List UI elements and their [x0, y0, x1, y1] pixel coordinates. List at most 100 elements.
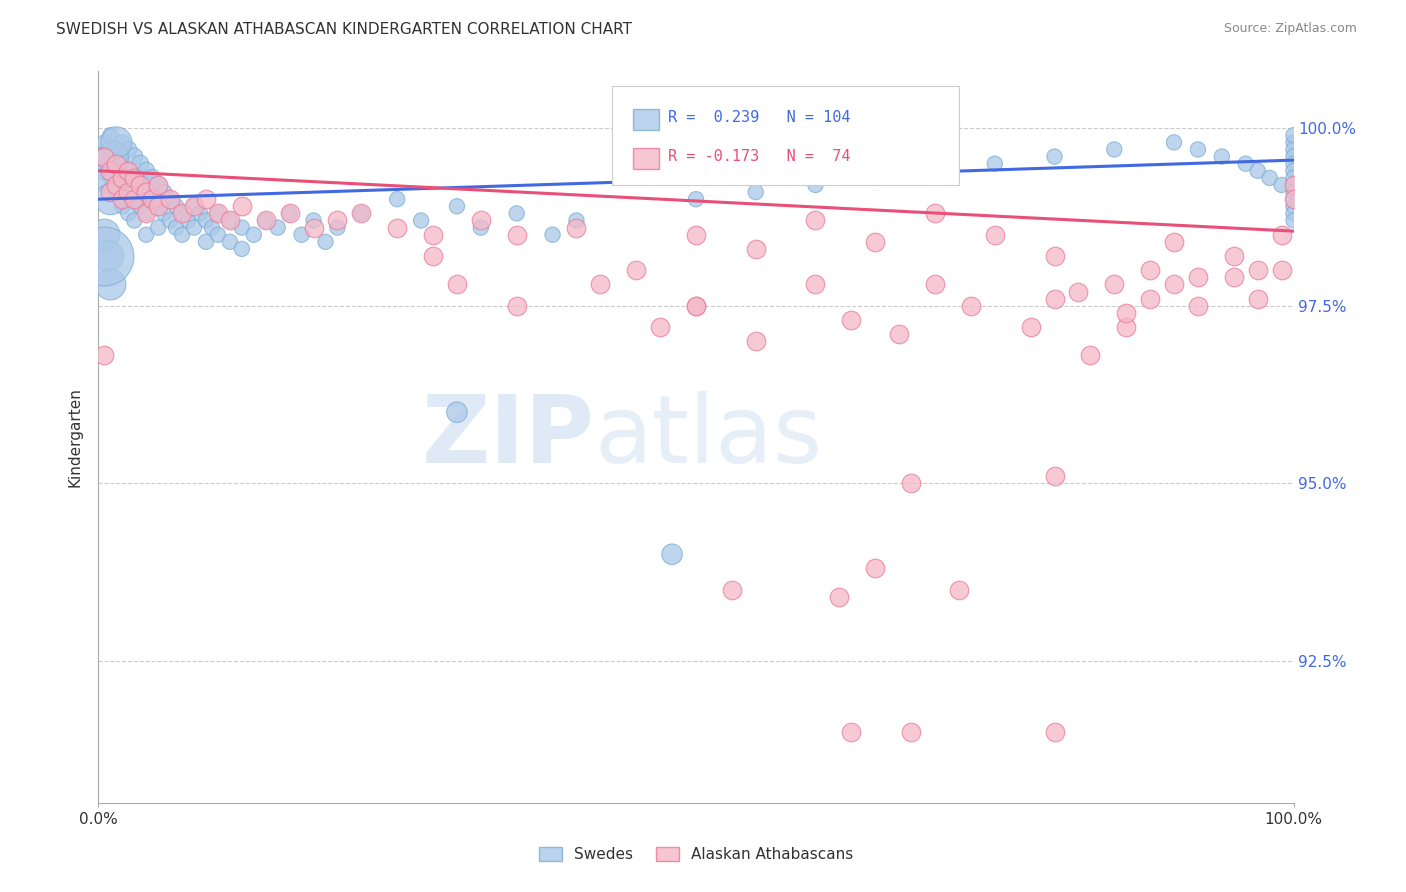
Point: [900, 724, 922, 739]
Point: [470, 220, 492, 235]
Point: [1247, 292, 1270, 306]
Point: [111, 156, 134, 170]
Point: [315, 235, 337, 249]
Point: [93, 150, 115, 164]
Point: [124, 170, 146, 185]
Point: [117, 163, 139, 178]
Point: [924, 206, 946, 220]
Point: [135, 185, 157, 199]
Point: [804, 178, 827, 192]
Point: [177, 213, 200, 227]
Point: [111, 178, 134, 192]
Point: [135, 206, 157, 220]
Point: [207, 206, 229, 220]
Point: [141, 192, 163, 206]
Point: [1234, 156, 1257, 170]
Point: [804, 277, 827, 292]
Point: [219, 235, 242, 249]
Point: [98, 277, 122, 292]
Point: [948, 582, 970, 597]
Point: [685, 227, 707, 242]
Point: [1282, 192, 1305, 206]
FancyBboxPatch shape: [633, 110, 659, 130]
Point: [1223, 249, 1246, 263]
Point: [1223, 270, 1246, 285]
Point: [207, 206, 229, 220]
Point: [129, 178, 152, 192]
Point: [207, 227, 229, 242]
Point: [648, 320, 672, 334]
Point: [1247, 163, 1270, 178]
Point: [385, 192, 409, 206]
Point: [470, 213, 492, 227]
Point: [93, 136, 115, 150]
Point: [865, 170, 887, 185]
Point: [1043, 724, 1066, 739]
Point: [1115, 320, 1137, 334]
Point: [1282, 143, 1305, 157]
Point: [1211, 150, 1233, 164]
Point: [841, 724, 863, 739]
Point: [117, 185, 139, 199]
Point: [1282, 178, 1305, 192]
Point: [172, 206, 194, 220]
Point: [1067, 285, 1090, 299]
Point: [984, 227, 1007, 242]
Point: [350, 206, 373, 220]
Point: [291, 227, 314, 242]
Point: [1187, 143, 1209, 157]
Point: [924, 163, 946, 178]
Point: [1258, 170, 1281, 185]
Point: [141, 170, 163, 185]
Point: [172, 227, 194, 242]
Point: [124, 192, 146, 206]
Point: [804, 213, 827, 227]
Point: [745, 242, 768, 256]
Point: [1187, 299, 1209, 313]
Point: [105, 143, 128, 157]
Point: [93, 156, 115, 170]
Point: [924, 277, 946, 292]
Text: R =  0.239   N = 104: R = 0.239 N = 104: [668, 110, 851, 125]
Point: [350, 206, 373, 220]
Point: [111, 199, 134, 213]
Point: [326, 213, 349, 227]
Point: [219, 213, 242, 227]
Point: [828, 590, 851, 604]
Point: [124, 170, 146, 185]
Point: [1271, 178, 1294, 192]
Point: [159, 192, 181, 206]
Text: ZIP: ZIP: [422, 391, 595, 483]
Point: [135, 163, 157, 178]
Point: [153, 206, 176, 220]
Point: [124, 213, 146, 227]
Point: [1163, 235, 1185, 249]
Point: [278, 206, 301, 220]
Point: [422, 249, 444, 263]
Point: [98, 192, 122, 206]
Point: [565, 213, 588, 227]
Point: [267, 220, 290, 235]
Point: [117, 143, 139, 157]
Point: [411, 213, 433, 227]
Point: [446, 405, 468, 419]
Point: [231, 220, 253, 235]
Point: [105, 136, 128, 150]
Point: [159, 192, 181, 206]
Point: [506, 227, 529, 242]
Point: [135, 206, 157, 220]
Point: [172, 206, 194, 220]
Point: [422, 227, 444, 242]
Legend: Swedes, Alaskan Athabascans: Swedes, Alaskan Athabascans: [533, 841, 859, 868]
Point: [841, 313, 863, 327]
Point: [105, 163, 128, 178]
Point: [135, 185, 157, 199]
FancyBboxPatch shape: [633, 148, 659, 169]
Text: SWEDISH VS ALASKAN ATHABASCAN KINDERGARTEN CORRELATION CHART: SWEDISH VS ALASKAN ATHABASCAN KINDERGART…: [56, 22, 633, 37]
Point: [93, 348, 115, 362]
Point: [165, 220, 187, 235]
Point: [117, 163, 139, 178]
Point: [626, 263, 648, 277]
Point: [111, 170, 134, 185]
Point: [1282, 150, 1305, 164]
